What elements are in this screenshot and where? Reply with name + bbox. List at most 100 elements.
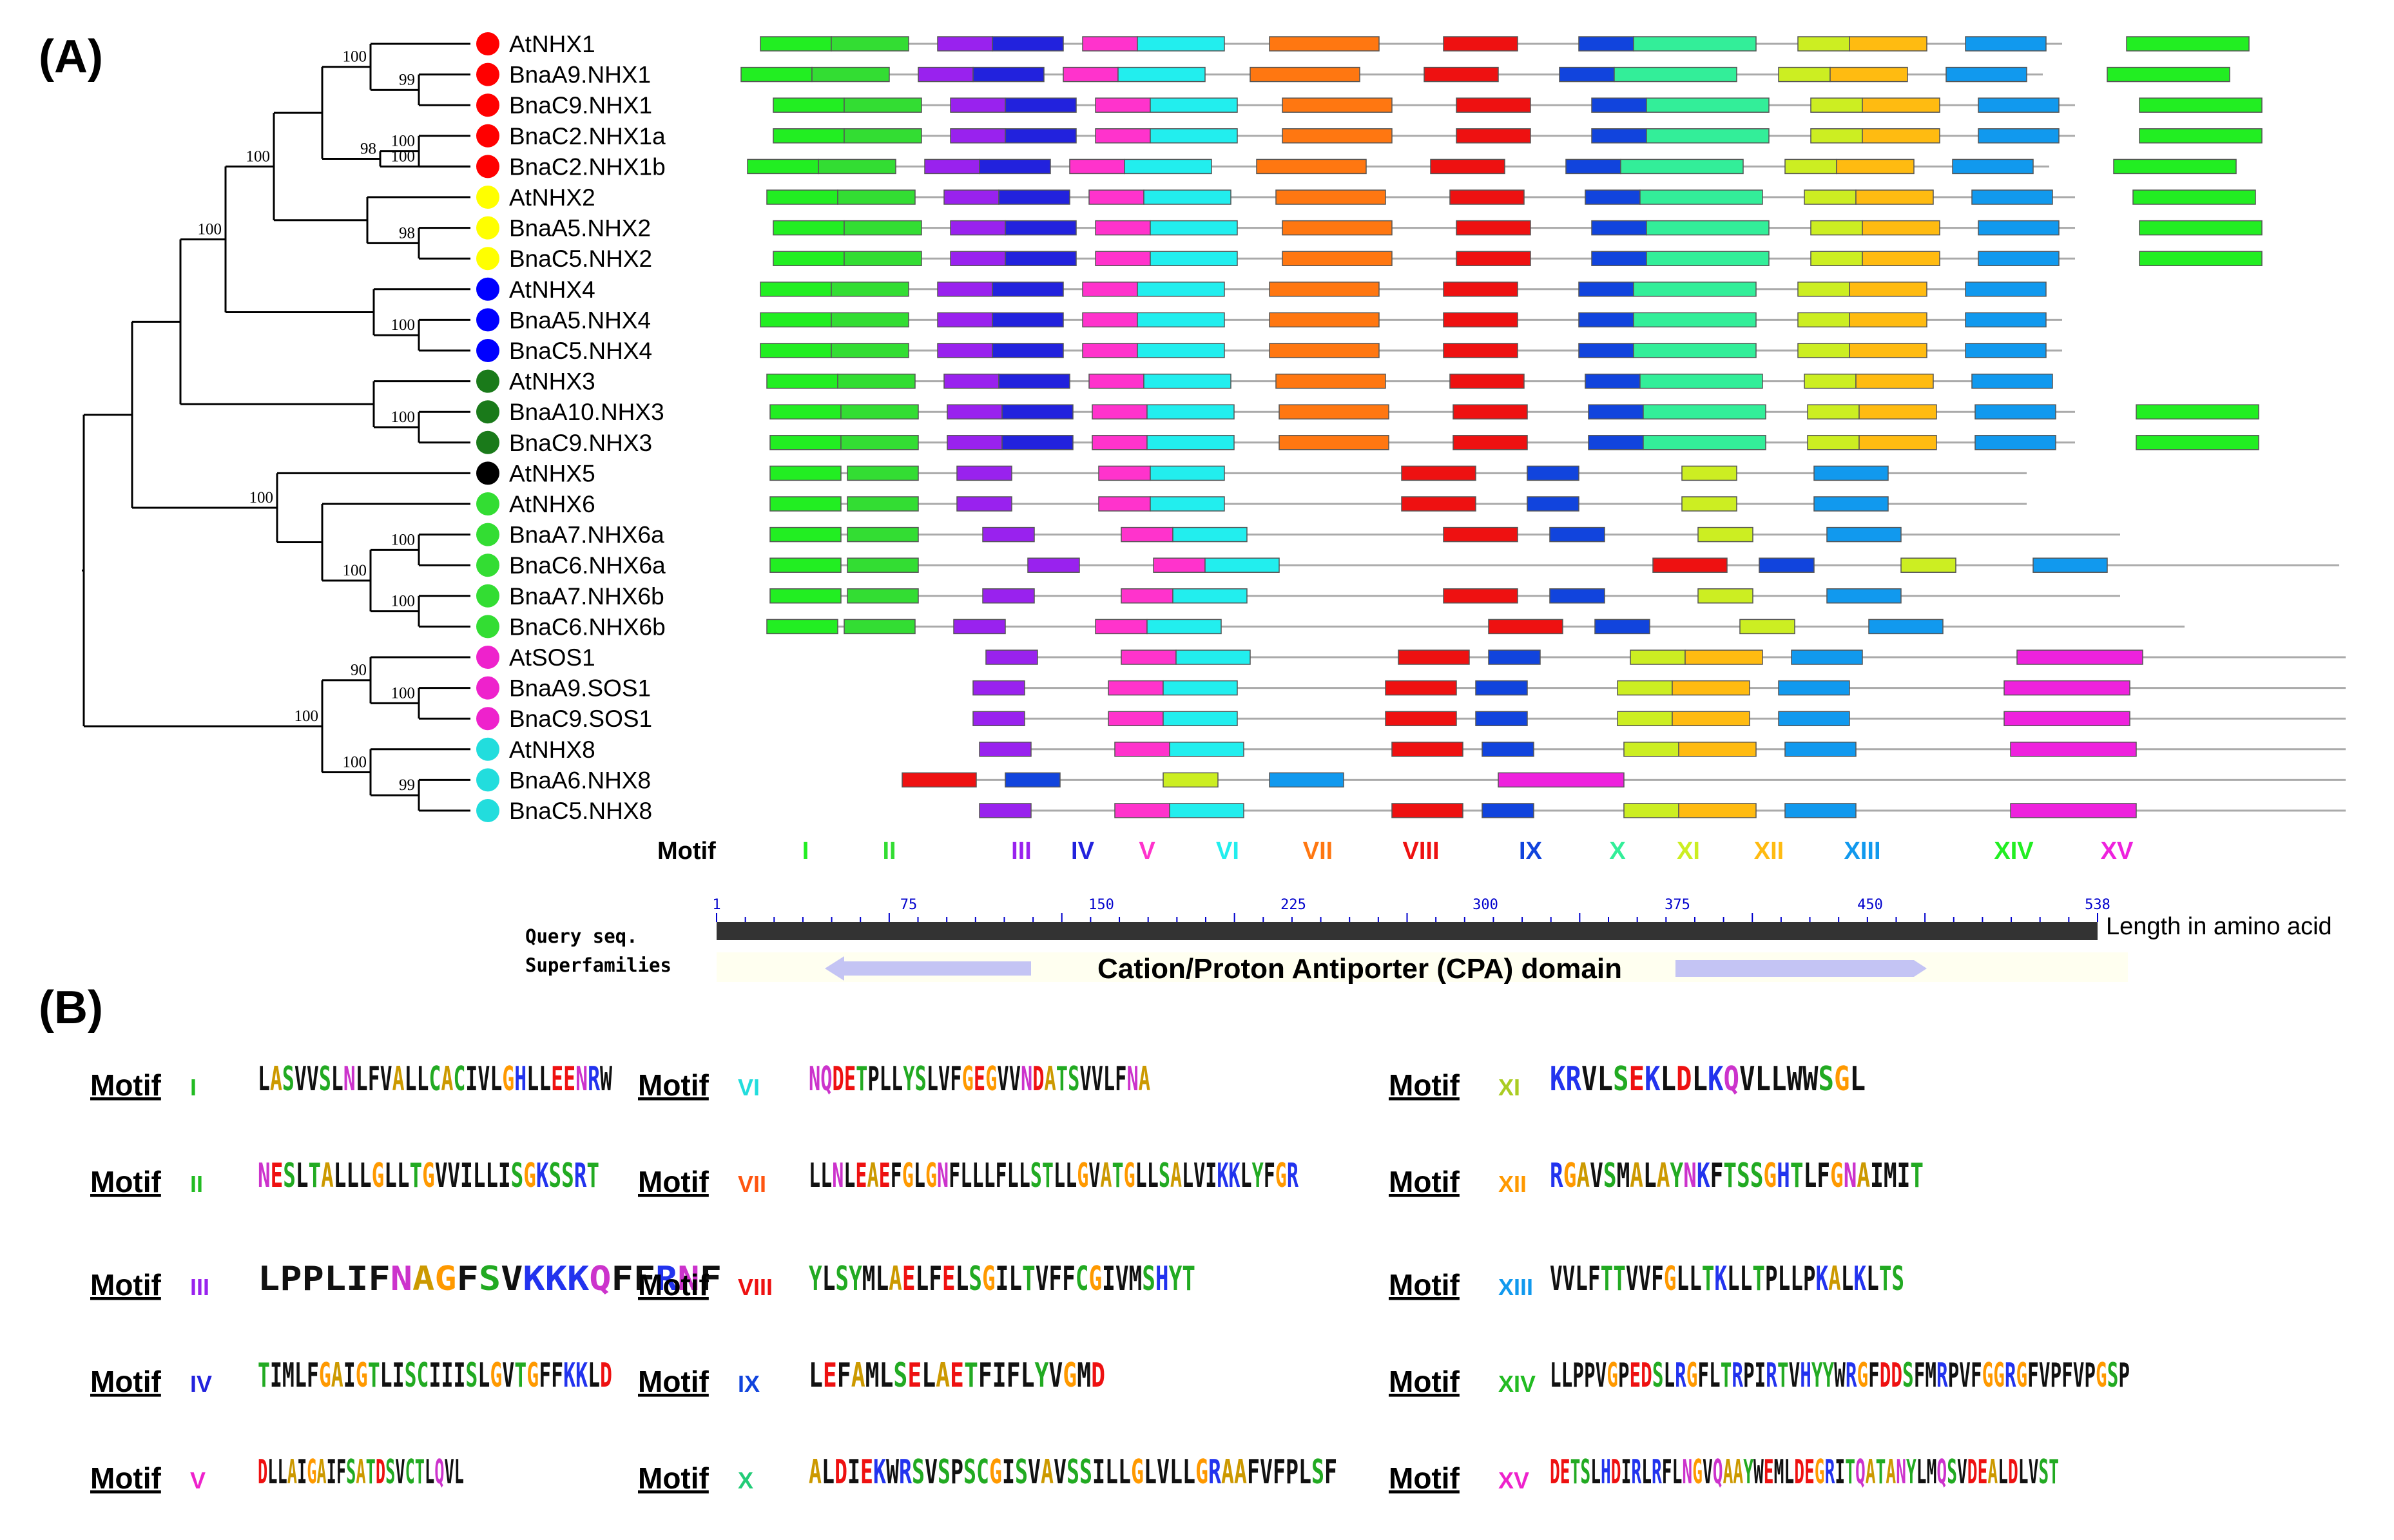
motif-box-iii <box>947 404 1003 419</box>
motif-box-vi <box>1150 97 1238 113</box>
bootstrap-value: 100 <box>246 148 271 165</box>
motif-box-iii <box>918 66 974 82</box>
motif-box-xii <box>1672 711 1750 726</box>
motif-box-ii <box>844 619 916 635</box>
panel-b-label: (B) <box>39 982 103 1034</box>
motif-box-v <box>1092 404 1148 419</box>
motif-box-vi <box>1137 282 1225 297</box>
motif-box-vi <box>1143 189 1231 205</box>
motif-box-vi <box>1150 496 1225 512</box>
motif-box-x <box>1614 66 1737 82</box>
taxon-label-bnac6-nhx6a: BnaC6.NHX6a <box>509 552 666 579</box>
motif-box-v <box>1108 680 1164 696</box>
taxon-dot <box>476 676 499 700</box>
motif-box-xii <box>1849 312 1927 328</box>
motif-legend-xi: XI <box>1677 838 1700 865</box>
motif-box-xi <box>1778 66 1831 82</box>
bootstrap-value: 90 <box>351 662 367 679</box>
motif-box-x <box>1646 251 1770 266</box>
taxon-dot <box>476 247 499 271</box>
motif-box-iv <box>1005 220 1077 236</box>
motif-logo-number: XI <box>1498 1074 1520 1101</box>
motif-logo-number: IV <box>190 1371 212 1397</box>
motif-box-v <box>1121 588 1173 604</box>
ruler-tick-label: 538 <box>2085 897 2110 913</box>
motif-logo-title-ii: Motif <box>90 1165 162 1198</box>
bootstrap-value: 100 <box>391 133 416 150</box>
taxon-label-atsos1: AtSOS1 <box>509 644 595 671</box>
motif-box-iii <box>950 128 1006 144</box>
motif-legend-xii: XII <box>1754 838 1784 865</box>
motif-box-vii <box>1269 312 1380 328</box>
motif-box-vii <box>1250 66 1360 82</box>
motif-box-i <box>769 588 842 604</box>
taxon-label-atnhx6: AtNHX6 <box>509 491 595 517</box>
motif-box-xiv <box>2113 159 2237 175</box>
motif-legend-iii: III <box>1011 838 1032 865</box>
motif-box-ii <box>847 496 919 512</box>
motif-box-vii <box>1282 251 1393 266</box>
bootstrap-value: 100 <box>391 531 416 548</box>
motif-box-ix <box>1475 711 1528 726</box>
motif-box-xiii <box>1971 373 2053 389</box>
motif-box-xii <box>1672 680 1750 696</box>
motif-logo-title-vii: Motif <box>638 1165 710 1198</box>
sequence-logo-ix: LEFAMLSELAETFIFLYVGMD <box>809 1356 1105 1395</box>
bootstrap-value: 100 <box>391 148 416 165</box>
taxon-dot <box>476 768 499 792</box>
motif-box-ix <box>1578 343 1634 358</box>
motif-legend-vii: VII <box>1303 838 1333 865</box>
motif-box-i <box>766 189 838 205</box>
sequence-logo-xv: DETSLHDIRLRFLNGVQAAYWEMLDEGRITQATANYLMQS… <box>1550 1453 2059 1492</box>
motif-logo-number: II <box>190 1171 203 1197</box>
motif-box-xiii <box>1965 312 2047 328</box>
motif-logo-number: V <box>190 1467 206 1494</box>
motif-box-ix <box>1591 220 1647 236</box>
length-label: Length in amino acid <box>2106 913 2332 940</box>
motif-legend-xiii: XIII <box>1844 838 1880 865</box>
motif-box-xi <box>1784 159 1837 175</box>
ruler-tick-label: 150 <box>1088 897 1114 913</box>
motif-box-vi <box>1137 343 1225 358</box>
query-bar <box>717 922 2098 940</box>
motif-box-ii <box>831 312 909 328</box>
motif-box-i <box>773 251 845 266</box>
motif-box-xiii <box>1978 97 2060 113</box>
motif-box-viii <box>1443 343 1518 358</box>
taxon-label-atnhx3: AtNHX3 <box>509 369 595 395</box>
motif-box-iii <box>956 465 1012 481</box>
sequence-logo-v: DLLAIGAIFSATDSVCTLQVL <box>258 1453 464 1492</box>
motif-logo-number: XIII <box>1498 1274 1533 1300</box>
motif-box-iii <box>947 435 1003 450</box>
sequence-logo-xii: RGAVSMALAYNKFTSSGHTLFGNAIMIT <box>1550 1157 1924 1195</box>
motif-box-xi <box>1617 680 1673 696</box>
motif-box-ix <box>1594 619 1650 635</box>
taxon-dot <box>476 492 499 515</box>
motif-box-x <box>1633 343 1757 358</box>
motif-legend-header: Motif <box>657 838 716 865</box>
motif-box-i <box>773 128 845 144</box>
motif-box-ii <box>818 159 896 175</box>
motif-box-xii <box>1862 251 1940 266</box>
taxon-label-bnaa5-nhx4: BnaA5.NHX4 <box>509 307 651 333</box>
taxon-label-bnac9-nhx3: BnaC9.NHX3 <box>509 430 652 456</box>
motif-logo-number: X <box>738 1467 753 1494</box>
motif-box-ii <box>840 435 919 450</box>
taxon-dot <box>476 707 499 731</box>
motif-box-xii <box>1849 343 1927 358</box>
motif-box-ix <box>1578 36 1634 52</box>
motif-box-vi <box>1204 557 1280 573</box>
bootstrap-value: 100 <box>294 707 319 725</box>
panel-a-label: (A) <box>39 31 103 82</box>
motif-box-i <box>769 526 842 543</box>
motif-logo-number: III <box>190 1274 209 1300</box>
motif-box-xii <box>1858 404 1937 419</box>
motif-box-xiv <box>2126 36 2250 52</box>
ruler-tick-label: 450 <box>1857 897 1883 913</box>
sequence-logo-vi: NQDETPLLYSLVFGEGVVNDATSVVLFNA <box>809 1060 1150 1099</box>
motif-box-viii <box>1456 97 1531 113</box>
motif-logo-number: XV <box>1498 1467 1529 1494</box>
motif-logo-title-xv: Motif <box>1389 1461 1460 1495</box>
taxon-label-bnaa9-nhx1: BnaA9.NHX1 <box>509 62 651 88</box>
motif-box-xi <box>1681 465 1737 481</box>
